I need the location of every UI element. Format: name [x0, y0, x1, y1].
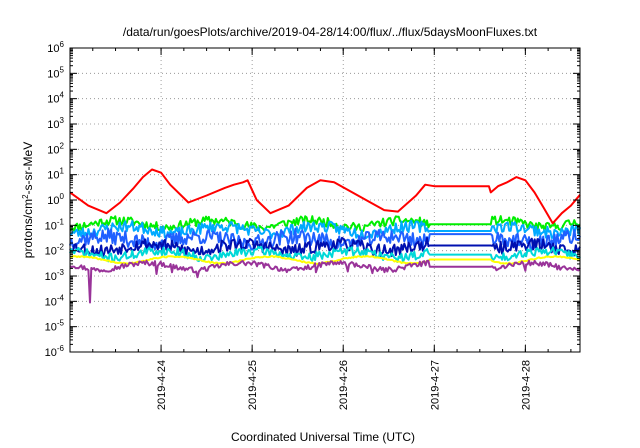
grid — [70, 48, 580, 352]
y-tick-label-exp: -3 — [57, 268, 65, 277]
x-tick-label: 2019-4-28 — [520, 360, 532, 410]
y-tick-label: 102 — [47, 141, 64, 156]
y-tick-label: 100 — [47, 192, 64, 207]
y-tick-label-base: 10 — [47, 170, 59, 182]
x-ticks: 2019-4-24 2019-4-25 2019-4-26 2019-4-27 2019… — [69, 48, 572, 410]
y-ticks: 10610510410310210110010-110-210-310-410-… — [45, 40, 580, 359]
y-tick-label: 101 — [47, 167, 64, 182]
series-line — [69, 236, 581, 258]
y-tick-label-exp: 5 — [60, 65, 65, 74]
y-tick-label: 105 — [47, 65, 64, 80]
y-tick-label-exp: 4 — [60, 91, 65, 100]
y-tick-label-exp: 3 — [60, 116, 65, 125]
y-tick-label-exp: -4 — [57, 293, 65, 302]
y-tick-label: 10-5 — [45, 319, 65, 334]
y-axis-label-base: protons/cm — [21, 199, 35, 258]
y-tick-label: 104 — [47, 91, 64, 106]
y-tick-label-base: 10 — [47, 195, 59, 207]
x-tick-label: 2019-4-25 — [247, 360, 259, 410]
y-tick-label-exp: -6 — [57, 344, 65, 353]
y-tick-label-base: 10 — [45, 322, 57, 334]
y-tick-label-base: 10 — [45, 246, 57, 258]
y-tick-label-exp: -5 — [57, 319, 65, 328]
series-group — [69, 168, 581, 304]
y-tick-label-base: 10 — [47, 144, 59, 156]
y-tick-label: 10-1 — [45, 217, 65, 232]
y-tick-label-exp: 6 — [60, 40, 65, 49]
y-tick-label-base: 10 — [47, 43, 59, 55]
y-tick-label: 10-3 — [45, 268, 65, 283]
chart-title: /data/run/goesPlots/archive/2019-04-28/1… — [123, 25, 538, 39]
y-tick-label: 106 — [47, 40, 64, 55]
y-tick-label-base: 10 — [45, 296, 57, 308]
x-tick-label: 2019-4-27 — [429, 360, 441, 410]
x-tick-label: 2019-4-26 — [338, 360, 350, 410]
series-line — [69, 219, 581, 240]
y-tick-label-base: 10 — [45, 220, 57, 232]
y-tick-label-base: 10 — [47, 94, 59, 106]
x-tick-label: 2019-4-24 — [156, 360, 168, 410]
y-tick-label: 10-6 — [45, 344, 65, 359]
y-tick-label-exp: 1 — [60, 167, 65, 176]
y-tick-label-base: 10 — [47, 119, 59, 131]
y-tick-label-exp: -1 — [57, 217, 65, 226]
x-axis-label: Coordinated Universal Time (UTC) — [231, 430, 415, 444]
y-axis-label-rest: -s-sr-MeV — [21, 142, 35, 195]
y-axis-label-sup: 2 — [21, 194, 30, 199]
y-tick-label-exp: 0 — [60, 192, 65, 201]
y-tick-label: 10-4 — [45, 293, 65, 308]
y-tick-label-exp: 2 — [60, 141, 65, 150]
y-tick-label: 10-2 — [45, 243, 65, 258]
series-line — [69, 168, 581, 225]
series-line — [69, 245, 581, 263]
y-tick-label-exp: -2 — [57, 243, 65, 252]
series-line — [69, 259, 581, 304]
y-tick-label: 103 — [47, 116, 64, 131]
y-tick-label-base: 10 — [45, 271, 57, 283]
y-tick-label-base: 10 — [45, 347, 57, 359]
y-tick-label-base: 10 — [47, 68, 59, 80]
y-axis-label: protons/cm2-s-sr-MeV — [21, 142, 36, 258]
